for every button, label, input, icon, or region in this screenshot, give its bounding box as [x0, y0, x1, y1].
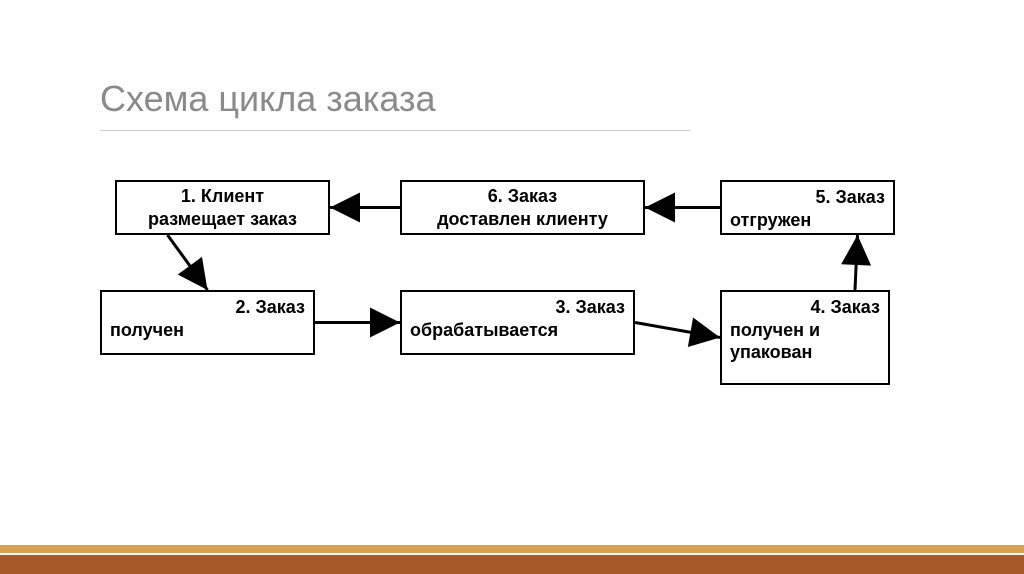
flowchart-node-n2: 2. Заказполучен	[100, 290, 315, 355]
flowchart-edge	[635, 323, 720, 338]
flowchart-node-n1: 1. Клиентразмещает заказ	[115, 180, 330, 235]
flowchart-node-n6: 6. Заказдоставлен клиенту	[400, 180, 645, 235]
flowchart-edge	[168, 235, 208, 290]
footer-accent-bar-bottom	[0, 555, 1024, 574]
slide-title: Схема цикла заказа	[100, 78, 436, 120]
title-underline	[100, 130, 690, 131]
flowchart-edge	[855, 235, 858, 290]
footer-accent-bar-top	[0, 545, 1024, 553]
flowchart-node-n5: 5. Заказотгружен	[720, 180, 895, 235]
flowchart-node-n3: 3. Заказобрабатывается	[400, 290, 635, 355]
flowchart-node-n4: 4. Заказполучен иупакован	[720, 290, 890, 385]
